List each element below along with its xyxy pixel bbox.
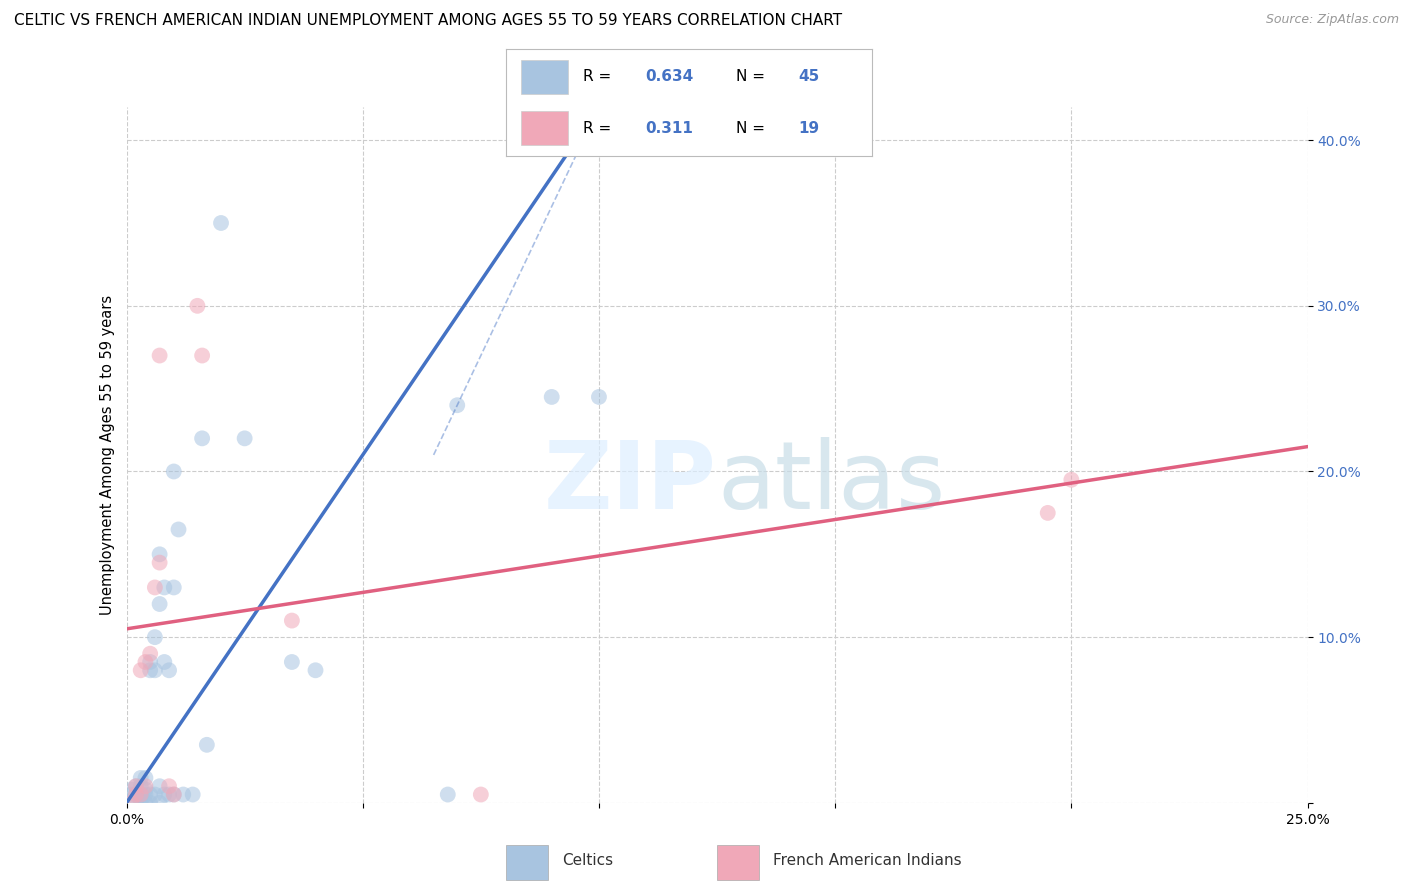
Point xyxy=(129,771,152,785)
Point xyxy=(304,663,326,677)
Point xyxy=(149,556,172,570)
Point xyxy=(139,796,162,810)
Point xyxy=(1060,473,1083,487)
Point xyxy=(186,299,208,313)
Point xyxy=(281,614,304,628)
Point xyxy=(195,738,218,752)
FancyBboxPatch shape xyxy=(506,845,548,880)
Text: Celtics: Celtics xyxy=(562,854,613,868)
Point xyxy=(167,523,190,537)
Point xyxy=(191,349,214,363)
Point xyxy=(139,663,162,677)
Text: N =: N = xyxy=(737,120,770,136)
Point xyxy=(172,788,194,802)
Point xyxy=(163,581,186,595)
Point xyxy=(134,771,156,785)
Point xyxy=(125,779,148,793)
Point xyxy=(134,796,156,810)
Point xyxy=(129,779,152,793)
Point xyxy=(163,788,186,802)
Point xyxy=(209,216,232,230)
Point xyxy=(125,788,148,802)
Point xyxy=(134,788,156,802)
Point xyxy=(120,782,142,797)
Point xyxy=(134,782,156,797)
Point xyxy=(129,663,152,677)
Point xyxy=(470,788,492,802)
Text: R =: R = xyxy=(583,120,616,136)
Point xyxy=(281,655,304,669)
Text: French American Indians: French American Indians xyxy=(773,854,962,868)
Point xyxy=(143,581,166,595)
Text: 19: 19 xyxy=(799,120,820,136)
Point xyxy=(139,655,162,669)
Point xyxy=(157,788,180,802)
Point xyxy=(588,390,610,404)
Point xyxy=(125,796,148,810)
Point xyxy=(139,647,162,661)
Point xyxy=(125,779,148,793)
Point xyxy=(153,655,176,669)
Text: Source: ZipAtlas.com: Source: ZipAtlas.com xyxy=(1265,13,1399,27)
Point xyxy=(129,788,152,802)
Point xyxy=(163,465,186,479)
Point xyxy=(149,349,172,363)
Text: atlas: atlas xyxy=(717,437,945,529)
Text: CELTIC VS FRENCH AMERICAN INDIAN UNEMPLOYMENT AMONG AGES 55 TO 59 YEARS CORRELAT: CELTIC VS FRENCH AMERICAN INDIAN UNEMPLO… xyxy=(14,13,842,29)
Point xyxy=(149,597,172,611)
Point xyxy=(143,663,166,677)
Point xyxy=(540,390,562,404)
Point xyxy=(153,788,176,802)
Y-axis label: Unemployment Among Ages 55 to 59 years: Unemployment Among Ages 55 to 59 years xyxy=(100,295,115,615)
Text: 0.634: 0.634 xyxy=(645,70,693,85)
FancyBboxPatch shape xyxy=(520,60,568,94)
Point xyxy=(129,788,152,802)
Point xyxy=(436,788,458,802)
Text: 45: 45 xyxy=(799,70,820,85)
Point xyxy=(120,796,142,810)
Text: N =: N = xyxy=(737,70,770,85)
Point xyxy=(143,630,166,644)
Text: 0.311: 0.311 xyxy=(645,120,693,136)
Point xyxy=(153,581,176,595)
Point xyxy=(125,788,148,802)
Point xyxy=(446,398,468,412)
Point xyxy=(181,788,204,802)
Point xyxy=(149,796,172,810)
Point xyxy=(1036,506,1059,520)
Point xyxy=(139,788,162,802)
Point xyxy=(191,431,214,445)
Point xyxy=(129,796,152,810)
Point xyxy=(149,779,172,793)
Point xyxy=(157,663,180,677)
Point xyxy=(134,779,156,793)
Point xyxy=(149,547,172,561)
Point xyxy=(157,779,180,793)
Point xyxy=(134,655,156,669)
Point xyxy=(163,788,186,802)
Point xyxy=(143,788,166,802)
Point xyxy=(120,788,142,802)
Point xyxy=(233,431,256,445)
FancyBboxPatch shape xyxy=(520,112,568,145)
Text: ZIP: ZIP xyxy=(544,437,717,529)
Text: R =: R = xyxy=(583,70,616,85)
FancyBboxPatch shape xyxy=(717,845,759,880)
